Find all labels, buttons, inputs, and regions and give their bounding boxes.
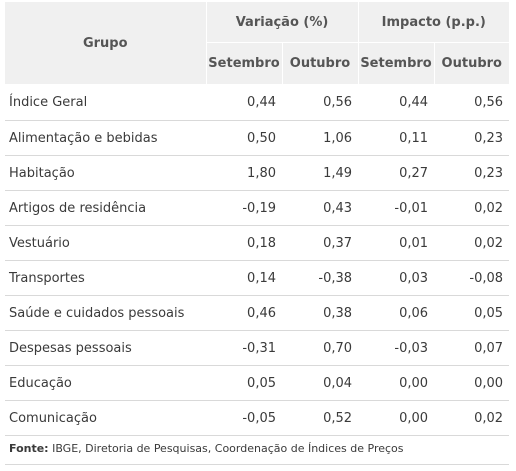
row-imp-set: 0,00 xyxy=(358,365,435,401)
row-var-set: 0,50 xyxy=(206,120,282,156)
row-imp-set: 0,11 xyxy=(358,120,435,156)
row-grupo: Alimentação e bebidas xyxy=(5,120,206,156)
header-variacao: Variação (%) xyxy=(206,2,359,43)
row-imp-set: -0,01 xyxy=(358,190,435,226)
row-imp-set: 0,03 xyxy=(358,260,435,296)
table-row: Artigos de residência -0,19 0,43 -0,01 0… xyxy=(5,190,510,226)
row-var-set: 0,14 xyxy=(206,260,282,296)
subheader-impacto-setembro: Setembro xyxy=(358,42,435,84)
row-imp-out: 0,02 xyxy=(434,190,510,226)
row-var-out: -0,38 xyxy=(282,260,359,296)
row-var-out: 0,38 xyxy=(282,295,359,331)
row-var-out: 0,04 xyxy=(282,365,359,401)
table-row: Alimentação e bebidas 0,50 1,06 0,11 0,2… xyxy=(5,120,510,156)
row-grupo: Artigos de residência xyxy=(5,190,206,226)
row-grupo: Saúde e cuidados pessoais xyxy=(5,295,206,331)
row-var-set: 0,44 xyxy=(206,84,282,121)
source-note: Fonte: IBGE, Diretoria de Pesquisas, Coo… xyxy=(5,435,509,465)
table-body: Índice Geral 0,44 0,56 0,44 0,56 Aliment… xyxy=(5,84,510,436)
row-grupo: Comunicação xyxy=(5,400,206,436)
header-grupo: Grupo xyxy=(5,2,207,84)
row-grupo: Despesas pessoais xyxy=(5,330,206,366)
row-var-set: 0,18 xyxy=(206,225,282,261)
row-imp-set: 0,06 xyxy=(358,295,435,331)
row-var-out: 0,52 xyxy=(282,400,359,436)
row-imp-out: 0,05 xyxy=(434,295,510,331)
row-imp-out: 0,02 xyxy=(434,225,510,261)
row-imp-set: 0,00 xyxy=(358,400,435,436)
row-imp-out: 0,00 xyxy=(434,365,510,401)
row-var-set: -0,31 xyxy=(206,330,282,366)
table-row: Despesas pessoais -0,31 0,70 -0,03 0,07 xyxy=(5,330,510,366)
row-imp-out: 0,02 xyxy=(434,400,510,436)
row-var-out: 0,37 xyxy=(282,225,359,261)
row-var-out: 1,06 xyxy=(282,120,359,156)
table-row: Comunicação -0,05 0,52 0,00 0,02 xyxy=(5,400,510,436)
table-row: Índice Geral 0,44 0,56 0,44 0,56 xyxy=(5,84,510,121)
row-imp-out: -0,08 xyxy=(434,260,510,296)
table-row: Transportes 0,14 -0,38 0,03 -0,08 xyxy=(5,260,510,296)
row-grupo: Transportes xyxy=(5,260,206,296)
subheader-impacto-outubro: Outubro xyxy=(434,42,510,84)
table-header: Grupo Variação (%) Impacto (p.p.) Setemb… xyxy=(5,2,510,84)
table-row: Saúde e cuidados pessoais 0,46 0,38 0,06… xyxy=(5,295,510,331)
row-var-set: -0,19 xyxy=(206,190,282,226)
row-var-set: 1,80 xyxy=(206,155,282,191)
row-imp-out: 0,23 xyxy=(434,155,510,191)
row-var-set: 0,05 xyxy=(206,365,282,401)
table-row: Educação 0,05 0,04 0,00 0,00 xyxy=(5,365,510,401)
row-imp-set: 0,44 xyxy=(358,84,435,121)
row-imp-set: -0,03 xyxy=(358,330,435,366)
row-var-out: 0,56 xyxy=(282,84,359,121)
row-var-out: 0,70 xyxy=(282,330,359,366)
header-impacto: Impacto (p.p.) xyxy=(358,2,510,43)
row-grupo: Habitação xyxy=(5,155,206,191)
ipca-table: Grupo Variação (%) Impacto (p.p.) Setemb… xyxy=(5,2,510,436)
source-text: IBGE, Diretoria de Pesquisas, Coordenaçã… xyxy=(48,442,404,455)
table-row: Vestuário 0,18 0,37 0,01 0,02 xyxy=(5,225,510,261)
row-var-out: 1,49 xyxy=(282,155,359,191)
row-grupo: Educação xyxy=(5,365,206,401)
row-imp-out: 0,07 xyxy=(434,330,510,366)
row-imp-set: 0,27 xyxy=(358,155,435,191)
row-imp-out: 0,56 xyxy=(434,84,510,121)
row-grupo: Índice Geral xyxy=(5,84,206,121)
subheader-variacao-setembro: Setembro xyxy=(206,42,283,84)
row-var-set: 0,46 xyxy=(206,295,282,331)
row-var-set: -0,05 xyxy=(206,400,282,436)
table-row: Habitação 1,80 1,49 0,27 0,23 xyxy=(5,155,510,191)
row-var-out: 0,43 xyxy=(282,190,359,226)
source-label: Fonte: xyxy=(9,442,49,455)
row-imp-out: 0,23 xyxy=(434,120,510,156)
subheader-variacao-outubro: Outubro xyxy=(282,42,359,84)
row-grupo: Vestuário xyxy=(5,225,206,261)
row-imp-set: 0,01 xyxy=(358,225,435,261)
